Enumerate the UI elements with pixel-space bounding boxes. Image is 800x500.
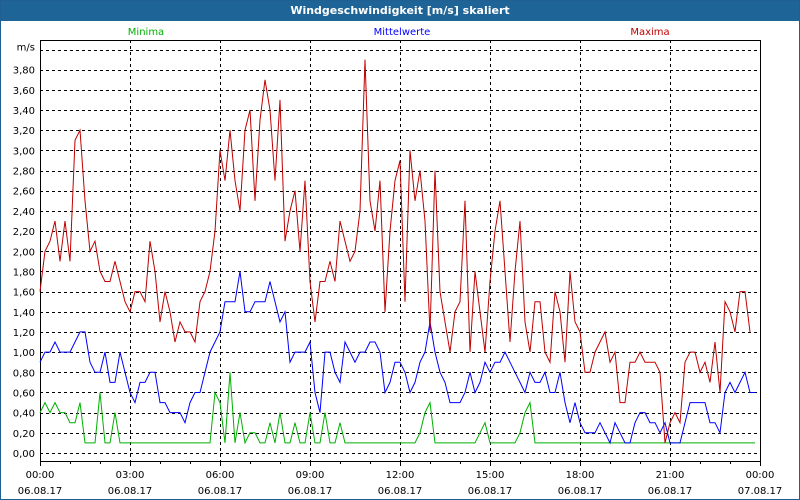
x-tick-time: 09:00 bbox=[296, 470, 325, 481]
legend-maxima: Maxima bbox=[630, 27, 669, 38]
y-tick-label: 1,00 bbox=[13, 348, 35, 359]
x-tick-date: 06.08.17 bbox=[378, 486, 423, 497]
legend-mittelwerte: Mittelwerte bbox=[374, 27, 431, 38]
y-tick-label: 2,00 bbox=[13, 247, 35, 258]
y-tick-label: 0,80 bbox=[13, 368, 35, 379]
y-tick-label: 1,20 bbox=[13, 328, 35, 339]
x-tick-date: 06.08.17 bbox=[288, 486, 333, 497]
series-line-minima bbox=[39, 372, 755, 445]
y-tick-label: 1,80 bbox=[13, 267, 35, 278]
x-tick-time: 21:00 bbox=[656, 470, 685, 481]
y-tick-label: 3,20 bbox=[13, 126, 35, 137]
x-tick-date: 06.08.17 bbox=[198, 486, 243, 497]
x-tick-time: 03:00 bbox=[116, 470, 145, 481]
series-line-maxima bbox=[39, 59, 751, 444]
legend-minima: Minima bbox=[128, 27, 164, 38]
x-tick-time: 00:00 bbox=[746, 470, 775, 481]
y-tick-label: 2,60 bbox=[13, 187, 35, 198]
y-tick-label: 3,80 bbox=[13, 66, 35, 77]
x-tick-date: 06.08.17 bbox=[648, 486, 693, 497]
y-tick-label: 0,40 bbox=[13, 409, 35, 420]
x-tick-date: 06.08.17 bbox=[18, 486, 63, 497]
y-tick-label: 2,80 bbox=[13, 167, 35, 178]
y-tick-label: 3,00 bbox=[13, 146, 35, 157]
y-tick-label: 3,40 bbox=[13, 106, 35, 117]
x-tick-date: 06.08.17 bbox=[108, 486, 153, 497]
y-tick-label: 2,40 bbox=[13, 207, 35, 218]
y-axis-unit: m/s bbox=[17, 43, 35, 54]
x-tick-time: 06:00 bbox=[206, 470, 235, 481]
y-tick-label: 2,20 bbox=[13, 227, 35, 238]
x-tick-time: 15:00 bbox=[476, 470, 505, 481]
y-tick-label: 0,60 bbox=[13, 388, 35, 399]
y-tick-label: 0,00 bbox=[13, 449, 35, 460]
x-tick-date: 07.08.17 bbox=[738, 486, 783, 497]
x-tick-date: 06.08.17 bbox=[558, 486, 603, 497]
window-title: Windgeschwindigkeit [m/s] skaliert bbox=[1, 1, 799, 21]
y-tick-label: 1,60 bbox=[13, 288, 35, 299]
y-tick-label: 0,20 bbox=[13, 429, 35, 440]
x-tick-date: 06.08.17 bbox=[468, 486, 513, 497]
y-tick-label: 3,60 bbox=[13, 86, 35, 97]
series-line-mittelwerte bbox=[39, 271, 755, 445]
x-tick-time: 12:00 bbox=[386, 470, 415, 481]
y-tick-label: 1,40 bbox=[13, 308, 35, 319]
x-tick-time: 18:00 bbox=[566, 470, 595, 481]
x-tick-time: 00:00 bbox=[26, 470, 55, 481]
